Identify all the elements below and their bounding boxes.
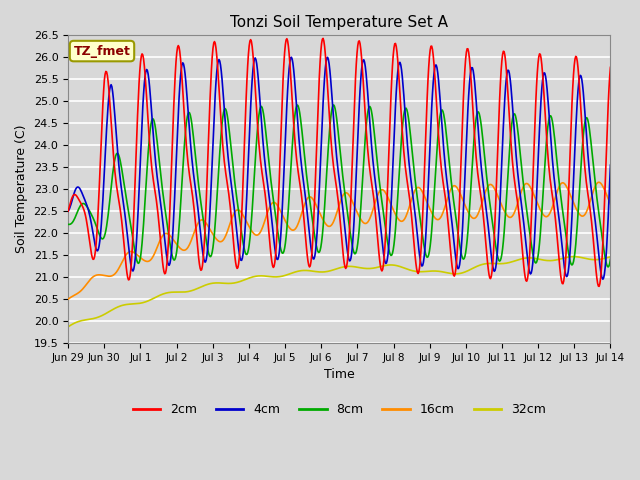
X-axis label: Time: Time — [324, 368, 355, 381]
Title: Tonzi Soil Temperature Set A: Tonzi Soil Temperature Set A — [230, 15, 448, 30]
Y-axis label: Soil Temperature (C): Soil Temperature (C) — [15, 125, 28, 253]
Text: TZ_fmet: TZ_fmet — [74, 45, 131, 58]
Legend: 2cm, 4cm, 8cm, 16cm, 32cm: 2cm, 4cm, 8cm, 16cm, 32cm — [127, 398, 551, 421]
